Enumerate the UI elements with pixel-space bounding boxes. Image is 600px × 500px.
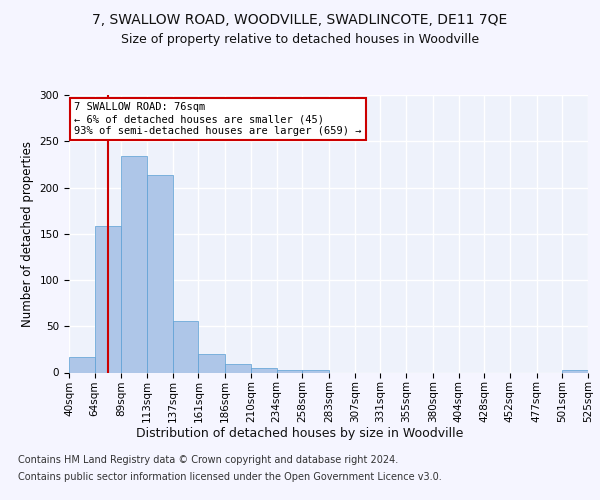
Text: Contains public sector information licensed under the Open Government Licence v3: Contains public sector information licen… bbox=[18, 472, 442, 482]
Bar bbox=[562, 370, 588, 372]
Bar bbox=[199, 354, 225, 372]
Bar bbox=[147, 174, 173, 372]
Bar bbox=[95, 226, 121, 372]
Text: Size of property relative to detached houses in Woodville: Size of property relative to detached ho… bbox=[121, 32, 479, 46]
Bar bbox=[302, 370, 329, 372]
Text: Contains HM Land Registry data © Crown copyright and database right 2024.: Contains HM Land Registry data © Crown c… bbox=[18, 455, 398, 465]
Text: 7 SWALLOW ROAD: 76sqm
← 6% of detached houses are smaller (45)
93% of semi-detac: 7 SWALLOW ROAD: 76sqm ← 6% of detached h… bbox=[74, 102, 362, 136]
Bar bbox=[173, 320, 199, 372]
Bar bbox=[251, 368, 277, 372]
Text: 7, SWALLOW ROAD, WOODVILLE, SWADLINCOTE, DE11 7QE: 7, SWALLOW ROAD, WOODVILLE, SWADLINCOTE,… bbox=[92, 12, 508, 26]
Bar bbox=[277, 370, 302, 372]
Bar bbox=[69, 357, 95, 372]
Text: Distribution of detached houses by size in Woodville: Distribution of detached houses by size … bbox=[136, 428, 464, 440]
Bar bbox=[225, 364, 251, 372]
Y-axis label: Number of detached properties: Number of detached properties bbox=[21, 141, 34, 327]
Bar bbox=[121, 156, 147, 372]
